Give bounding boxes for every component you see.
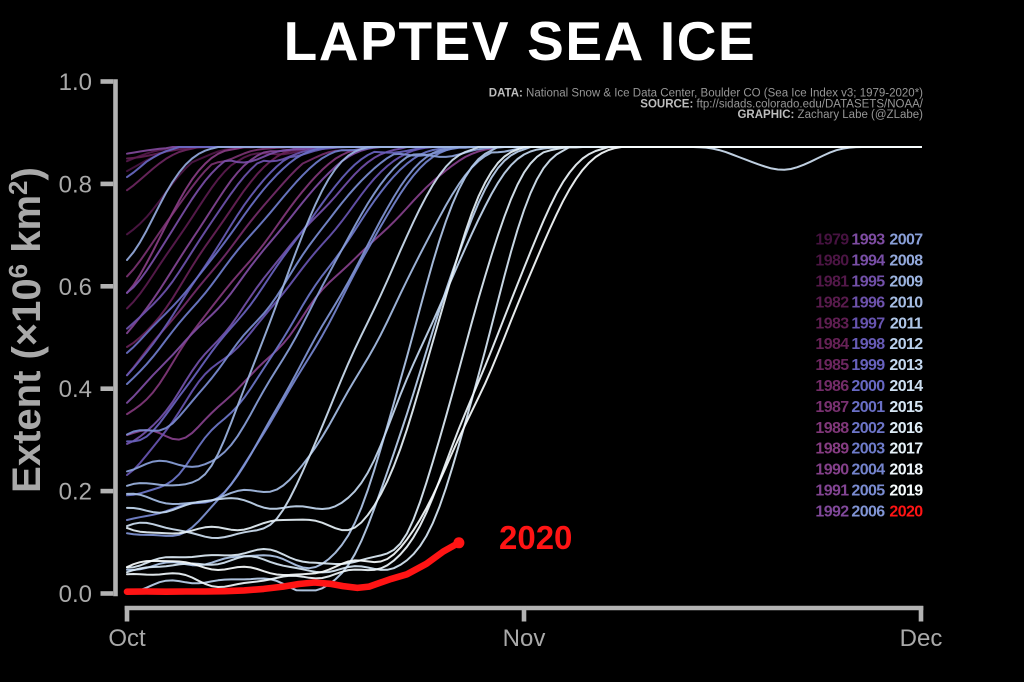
- svg-text:2001: 2001: [851, 399, 885, 416]
- svg-text:1994: 1994: [851, 253, 885, 270]
- svg-text:2010: 2010: [889, 294, 923, 311]
- svg-text:1985: 1985: [815, 357, 849, 374]
- svg-text:2017: 2017: [889, 441, 923, 458]
- svg-text:2014: 2014: [889, 378, 923, 395]
- svg-text:2016: 2016: [889, 420, 923, 437]
- svg-text:1991: 1991: [815, 483, 849, 500]
- svg-text:1980: 1980: [815, 253, 849, 270]
- svg-text:Nov: Nov: [503, 625, 546, 652]
- svg-text:2020: 2020: [499, 519, 572, 556]
- svg-text:1988: 1988: [815, 420, 849, 437]
- svg-text:2002: 2002: [851, 420, 885, 437]
- svg-text:Oct: Oct: [108, 625, 146, 652]
- svg-text:LAPTEV SEA ICE: LAPTEV SEA ICE: [284, 10, 757, 72]
- svg-text:0.0: 0.0: [59, 581, 92, 608]
- svg-text:1.0: 1.0: [59, 69, 92, 96]
- svg-text:SOURCE: ftp://sidads.colorado.: SOURCE: ftp://sidads.colorado.edu/DATASE…: [640, 98, 924, 110]
- svg-text:1989: 1989: [815, 441, 849, 458]
- svg-text:2003: 2003: [851, 441, 885, 458]
- svg-text:1981: 1981: [815, 274, 849, 291]
- svg-text:DATA: National Snow & Ice Data: DATA: National Snow & Ice Data Center, B…: [489, 88, 923, 100]
- svg-text:2000: 2000: [851, 378, 885, 395]
- svg-text:2005: 2005: [851, 483, 885, 500]
- svg-text:Extent (×106 km2): Extent (×106 km2): [3, 167, 49, 493]
- svg-text:1986: 1986: [815, 378, 849, 395]
- svg-text:2008: 2008: [889, 253, 923, 270]
- svg-text:1983: 1983: [815, 315, 849, 332]
- svg-text:1979: 1979: [815, 232, 849, 249]
- svg-text:2009: 2009: [889, 274, 923, 291]
- svg-text:2020: 2020: [889, 503, 923, 520]
- svg-text:2006: 2006: [851, 503, 885, 520]
- svg-text:0.6: 0.6: [59, 274, 92, 301]
- svg-text:1992: 1992: [815, 503, 849, 520]
- svg-text:0.4: 0.4: [59, 376, 92, 403]
- svg-text:1982: 1982: [815, 294, 849, 311]
- svg-text:1998: 1998: [851, 336, 885, 353]
- svg-text:1997: 1997: [851, 315, 885, 332]
- svg-text:2015: 2015: [889, 399, 923, 416]
- svg-text:1984: 1984: [815, 336, 849, 353]
- svg-text:1993: 1993: [851, 232, 885, 249]
- svg-text:1999: 1999: [851, 357, 885, 374]
- svg-text:2011: 2011: [890, 315, 923, 332]
- svg-text:1995: 1995: [851, 274, 885, 291]
- svg-text:1987: 1987: [815, 399, 849, 416]
- svg-text:0.2: 0.2: [59, 479, 92, 506]
- svg-text:0.8: 0.8: [59, 171, 92, 198]
- svg-text:2012: 2012: [889, 336, 923, 353]
- svg-text:2018: 2018: [889, 462, 923, 479]
- svg-text:1996: 1996: [851, 294, 885, 311]
- svg-text:2007: 2007: [889, 232, 923, 249]
- svg-text:GRAPHIC: Zachary Labe (@ZLabe): GRAPHIC: Zachary Labe (@ZLabe): [737, 109, 923, 121]
- svg-text:2019: 2019: [889, 483, 923, 500]
- svg-text:Dec: Dec: [900, 625, 943, 652]
- svg-text:2004: 2004: [851, 462, 885, 479]
- svg-text:2013: 2013: [889, 357, 923, 374]
- svg-text:1990: 1990: [815, 462, 849, 479]
